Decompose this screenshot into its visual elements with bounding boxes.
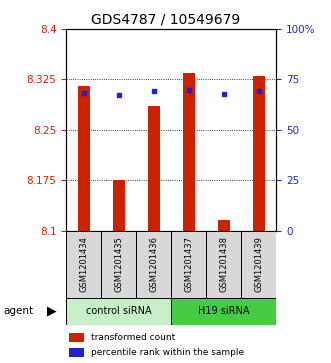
Text: ▶: ▶ [46, 305, 56, 318]
Text: GSM1201437: GSM1201437 [184, 236, 193, 291]
Bar [171, 298, 276, 325]
Text: agent: agent [3, 306, 33, 316]
Text: GSM1201436: GSM1201436 [149, 236, 158, 291]
Text: GDS4787 / 10549679: GDS4787 / 10549679 [91, 13, 240, 27]
Bar [113, 180, 125, 231]
Text: transformed count: transformed count [91, 333, 176, 342]
Bar [66, 231, 101, 299]
Bar [253, 76, 265, 231]
Text: control siRNA: control siRNA [86, 306, 152, 316]
Text: percentile rank within the sample: percentile rank within the sample [91, 348, 245, 357]
Text: H19 siRNA: H19 siRNA [198, 306, 250, 316]
Bar [148, 106, 160, 231]
Bar [171, 231, 206, 299]
Bar [69, 333, 84, 342]
Bar [241, 231, 276, 299]
Text: GSM1201438: GSM1201438 [219, 236, 228, 291]
Bar [218, 220, 230, 231]
Bar [101, 231, 136, 299]
Text: GSM1201434: GSM1201434 [79, 236, 88, 291]
Bar [69, 348, 84, 357]
Bar [77, 86, 90, 231]
Bar [136, 231, 171, 299]
Text: GSM1201439: GSM1201439 [254, 236, 263, 291]
Text: GSM1201435: GSM1201435 [114, 236, 123, 291]
Bar [66, 298, 171, 325]
Bar [206, 231, 241, 299]
Bar [183, 73, 195, 231]
